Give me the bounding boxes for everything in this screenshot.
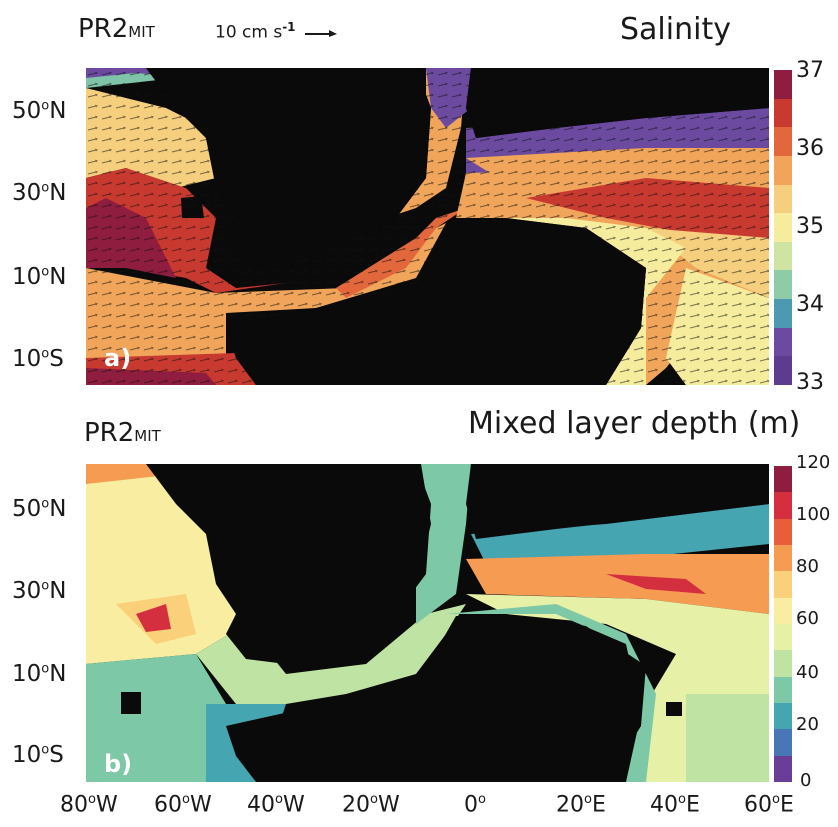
mixed-layer-depth-map-graphic — [86, 464, 769, 782]
panel-b-lat-10s: 10oS — [12, 742, 64, 768]
mld-tick-20: 20 — [796, 714, 819, 735]
mld-tick-120: 120 — [796, 452, 831, 473]
panel-a-label: a) — [104, 344, 132, 372]
salinity-colorbar-segment — [774, 98, 792, 128]
panel-a-model-name: PR2 — [78, 14, 129, 44]
lon-40e: 40oE — [650, 792, 700, 818]
salinity-tick-35: 35 — [796, 214, 824, 239]
salinity-colorbar-segment — [774, 213, 792, 242]
mld-tick-100: 100 — [796, 504, 831, 525]
reference-vector-arrow-icon — [304, 29, 337, 37]
mld-colorbar-segment — [774, 597, 792, 624]
lon-60w: 60oW — [154, 792, 212, 818]
salinity-colorbar-segment — [774, 327, 792, 357]
mixed-layer-depth-map: b) — [86, 464, 769, 782]
mld-tick-80: 80 — [796, 556, 819, 577]
salinity-colorbar-segment — [774, 127, 792, 156]
lon-80w: 80oW — [60, 792, 118, 818]
salinity-colorbar — [774, 70, 792, 386]
lon-60e: 60oE — [744, 792, 794, 818]
panel-b-model-name: PR2 — [84, 418, 135, 448]
panel-a-lat-50n: 50oN — [12, 98, 67, 124]
salinity-colorbar-segment — [774, 299, 792, 328]
mld-colorbar-segment — [774, 729, 792, 756]
panel-b-lat-10n: 10oN — [12, 661, 67, 687]
panel-b-lat-30n: 30oN — [12, 578, 67, 604]
mld-tick-40: 40 — [796, 662, 819, 683]
mld-colorbar-segment — [774, 492, 792, 519]
salinity-tick-33: 33 — [796, 370, 824, 395]
salinity-map: a) — [86, 68, 769, 385]
salinity-tick-36: 36 — [796, 136, 824, 161]
mld-tick-60: 60 — [796, 608, 819, 629]
mld-colorbar-segment — [774, 571, 792, 598]
reference-vector-label: 10 cm s-1 — [215, 20, 339, 43]
panel-a-lat-10n: 10oN — [12, 264, 67, 290]
panel-b-title: Mixed layer depth (m) — [468, 406, 801, 441]
salinity-colorbar-segment — [774, 184, 792, 214]
panel-a-model-subscript: MIT — [128, 23, 155, 41]
reference-vector-text: 10 cm s — [215, 22, 283, 43]
mld-colorbar-segment — [774, 466, 792, 493]
panel-a-lat-10s: 10oS — [12, 346, 64, 372]
mld-colorbar-segment — [774, 755, 792, 782]
lon-0: 0o — [464, 792, 486, 818]
lon-20w: 20oW — [342, 792, 400, 818]
salinity-colorbar-segment — [774, 270, 792, 300]
panel-a-title: Salinity — [620, 12, 731, 47]
lon-20e: 20oE — [556, 792, 606, 818]
salinity-tick-34: 34 — [796, 292, 824, 317]
mld-tick-0: 0 — [800, 770, 812, 791]
salinity-colorbar-segment — [774, 356, 792, 386]
mld-colorbar-segment — [774, 676, 792, 703]
salinity-map-graphic — [86, 68, 769, 385]
salinity-colorbar-segment — [774, 241, 792, 271]
lon-40w: 40oW — [247, 792, 305, 818]
salinity-colorbar-segment — [774, 155, 792, 185]
salinity-colorbar-segment — [774, 70, 792, 99]
reference-vector-exponent: -1 — [282, 20, 296, 34]
panel-b-model-subscript: MIT — [134, 427, 161, 445]
mld-colorbar-segment — [774, 623, 792, 651]
panel-a-model-label: PR2MIT — [78, 14, 155, 44]
panel-b-label: b) — [104, 750, 133, 778]
mld-colorbar-segment — [774, 702, 792, 730]
mld-colorbar-segment — [774, 650, 792, 677]
panel-b-model-label: PR2MIT — [84, 418, 161, 448]
mld-colorbar-segment — [774, 518, 792, 545]
mixed-layer-depth-colorbar — [774, 466, 792, 782]
mld-colorbar-segment — [774, 544, 792, 572]
panel-a-lat-30n: 30oN — [12, 180, 67, 206]
panel-b-lat-50n: 50oN — [12, 496, 67, 522]
salinity-tick-37: 37 — [796, 58, 824, 83]
